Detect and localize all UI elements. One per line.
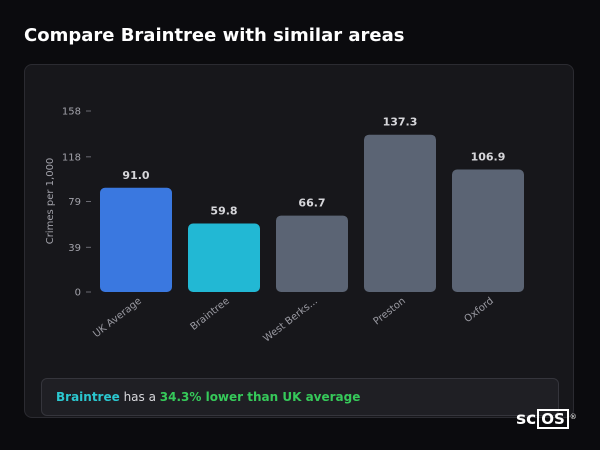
logo-registered-mark: ® (569, 413, 577, 421)
bar-oxford[interactable] (452, 169, 524, 292)
y-tick-label: 39 (68, 243, 81, 254)
bars (100, 134, 524, 292)
bar-value-label: 106.9 (471, 151, 506, 164)
bar-braintree[interactable] (188, 223, 260, 292)
logo-boxed-text: OS (537, 409, 569, 429)
summary-comparison: 34.3% lower than UK average (159, 390, 361, 404)
chart-card: 0 39 79 118 158 91.0 59.8 66.7 137.3 106.9 UK Av… (24, 64, 574, 418)
category-label: West Berks... (262, 296, 320, 345)
page-title: Compare Braintree with similar areas (24, 25, 405, 46)
value-labels: 91.0 59.8 66.7 137.3 106.9 (122, 116, 505, 218)
category-labels: UK Average Braintree West Berks... Preston O… (91, 296, 496, 345)
y-tick-label: 79 (68, 197, 81, 208)
category-label: Preston (372, 296, 408, 328)
summary-area-name: Braintree (56, 390, 120, 404)
y-tick-label: 118 (62, 152, 81, 163)
y-axis: 0 39 79 118 158 (62, 107, 91, 299)
bar-value-label: 66.7 (298, 197, 325, 210)
y-tick-label: 0 (75, 288, 81, 299)
bar-west-berks[interactable] (276, 215, 348, 292)
bar-preston[interactable] (364, 134, 436, 292)
bar-chart: 0 39 79 118 158 91.0 59.8 66.7 137.3 106.9 UK Av… (45, 107, 524, 345)
y-tick-label: 158 (62, 107, 81, 118)
bar-value-label: 59.8 (210, 204, 237, 217)
bar-value-label: 91.0 (122, 169, 149, 182)
y-axis-title: Crimes per 1,000 (45, 158, 56, 245)
comparison-summary: Braintree has a 34.3% lower than UK aver… (41, 378, 559, 416)
category-label: Braintree (189, 296, 232, 333)
bar-value-label: 137.3 (383, 116, 418, 129)
category-label: Oxford (463, 296, 496, 325)
bar-uk-average[interactable] (100, 187, 172, 292)
brand-logo: sc OS ® (516, 408, 577, 430)
category-label: UK Average (91, 296, 144, 340)
summary-connector: has a (119, 390, 160, 404)
logo-prefix: sc (516, 409, 537, 429)
